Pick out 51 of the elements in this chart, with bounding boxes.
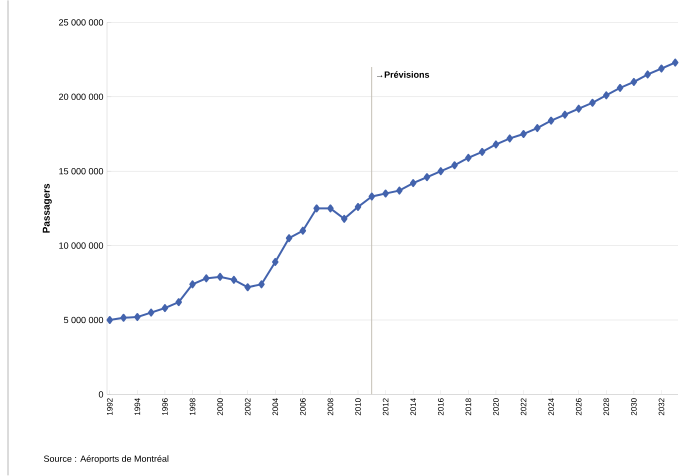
point: [300, 226, 306, 235]
point: [465, 154, 472, 162]
point: [644, 70, 651, 79]
point: [244, 283, 251, 292]
point: [230, 276, 238, 284]
point: [672, 58, 678, 67]
y-tick-label: 5 000 000: [64, 316, 104, 324]
point: [396, 186, 403, 195]
point: [658, 64, 665, 73]
point: [189, 280, 196, 288]
point: [534, 124, 541, 132]
point: [438, 167, 444, 176]
annotation: →Prévisions: [377, 71, 430, 78]
point: [382, 190, 389, 198]
point: [478, 148, 486, 156]
point: [106, 316, 113, 324]
point: [506, 134, 513, 143]
point: [286, 234, 292, 242]
y-tick-label: 0: [98, 391, 104, 398]
point: [575, 104, 582, 113]
point: [272, 258, 279, 266]
point: [175, 298, 182, 306]
y-tick-label: 25 000 000: [59, 19, 104, 26]
point: [162, 304, 168, 312]
y-tick-label: 10 000 000: [59, 242, 104, 249]
point: [368, 192, 376, 201]
point: [340, 214, 348, 223]
point: [410, 179, 416, 188]
point: [327, 204, 334, 212]
point: [562, 110, 568, 119]
point: [148, 308, 154, 317]
point: [258, 280, 265, 288]
point: [630, 78, 638, 86]
y-tick-label: 15 000 000: [59, 168, 104, 174]
point: [120, 314, 127, 322]
point: [603, 91, 610, 100]
point: [203, 274, 210, 282]
point: [520, 130, 527, 138]
point: [616, 84, 624, 92]
source-note: Source : Aéroports de Montréal: [44, 455, 168, 464]
point: [492, 140, 500, 148]
point: [451, 161, 458, 170]
point: [548, 116, 554, 125]
point: [134, 313, 141, 322]
y-tick-label: 20 000 000: [59, 94, 104, 100]
point: [313, 204, 320, 212]
point: [424, 173, 430, 182]
point: [589, 98, 596, 107]
y-axis-title: Passagers: [42, 184, 52, 233]
point: [216, 272, 224, 281]
point: [354, 203, 362, 211]
